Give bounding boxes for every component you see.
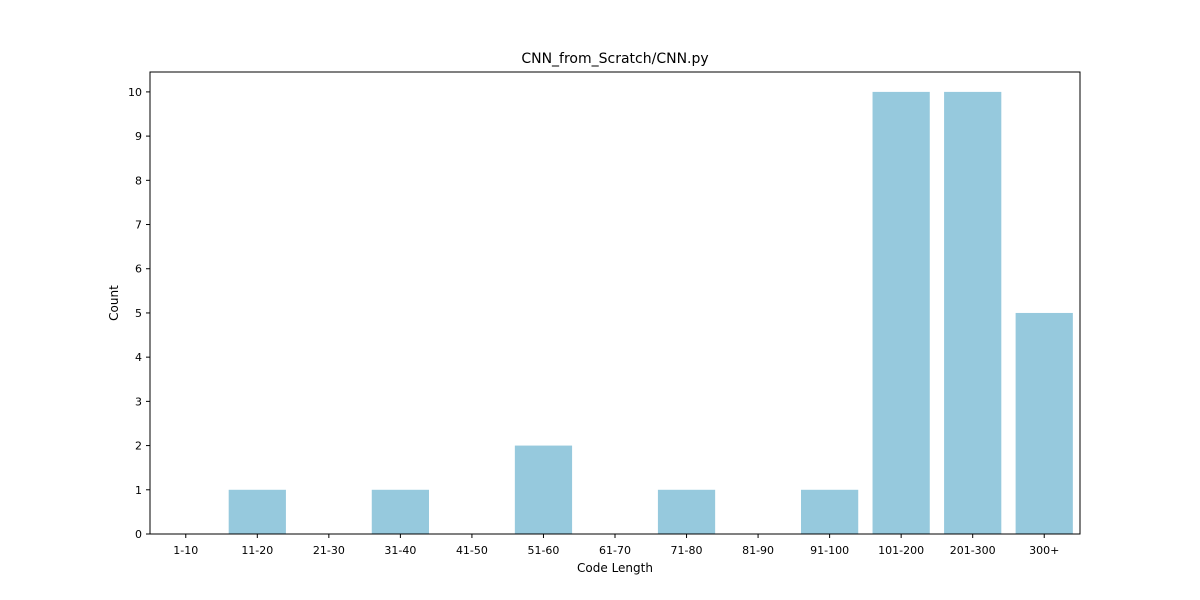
plot-frame — [149, 71, 1081, 535]
y-tick-label: 3 — [135, 395, 142, 408]
y-tick-label: 2 — [135, 440, 142, 453]
x-tick-label: 300+ — [1029, 544, 1059, 557]
x-tick-label: 81-90 — [742, 544, 774, 557]
y-tick-label: 9 — [135, 130, 142, 143]
bar-51-60 — [514, 445, 573, 534]
x-tick-label: 71-80 — [671, 544, 703, 557]
bar-201-300 — [944, 91, 1002, 534]
x-tick-label: 91-100 — [810, 544, 849, 557]
y-tick-label: 1 — [135, 484, 142, 497]
y-tick-label: 4 — [135, 351, 142, 364]
x-tick-label: 51-60 — [527, 544, 559, 557]
y-tick-label: 7 — [135, 219, 142, 232]
bar-71-80 — [657, 489, 716, 534]
bar-91-100 — [801, 489, 859, 534]
y-tick-label: 8 — [135, 174, 142, 187]
x-tick-label: 11-20 — [241, 544, 273, 557]
y-axis-ticks: 0 1 2 3 4 5 6 7 8 9 10 — [128, 86, 150, 541]
x-tick-label: 31-40 — [384, 544, 416, 557]
y-axis-label: Count — [107, 285, 121, 321]
bar-300+ — [1015, 312, 1073, 534]
bar-11-20 — [228, 489, 286, 534]
bars-group — [228, 91, 1073, 534]
chart-title: CNN_from_Scratch/CNN.py — [521, 51, 708, 67]
y-tick-label: 10 — [128, 86, 142, 99]
y-tick-label: 6 — [135, 263, 142, 276]
x-axis-ticks: 1-10 11-20 21-30 31-40 41-50 51-60 61-70 71-80 8… — [173, 534, 1059, 557]
x-tick-label: 41-50 — [456, 544, 488, 557]
x-tick-label: 201-300 — [950, 544, 996, 557]
x-tick-label: 21-30 — [313, 544, 345, 557]
x-tick-label: 101-200 — [878, 544, 924, 557]
y-tick-label: 0 — [135, 528, 142, 541]
x-tick-label: 1-10 — [173, 544, 198, 557]
bar-101-200 — [872, 91, 930, 534]
x-axis-label: Code Length — [577, 561, 653, 575]
y-tick-label: 5 — [135, 307, 142, 320]
bar-31-40 — [371, 489, 429, 534]
x-tick-label: 61-70 — [599, 544, 631, 557]
